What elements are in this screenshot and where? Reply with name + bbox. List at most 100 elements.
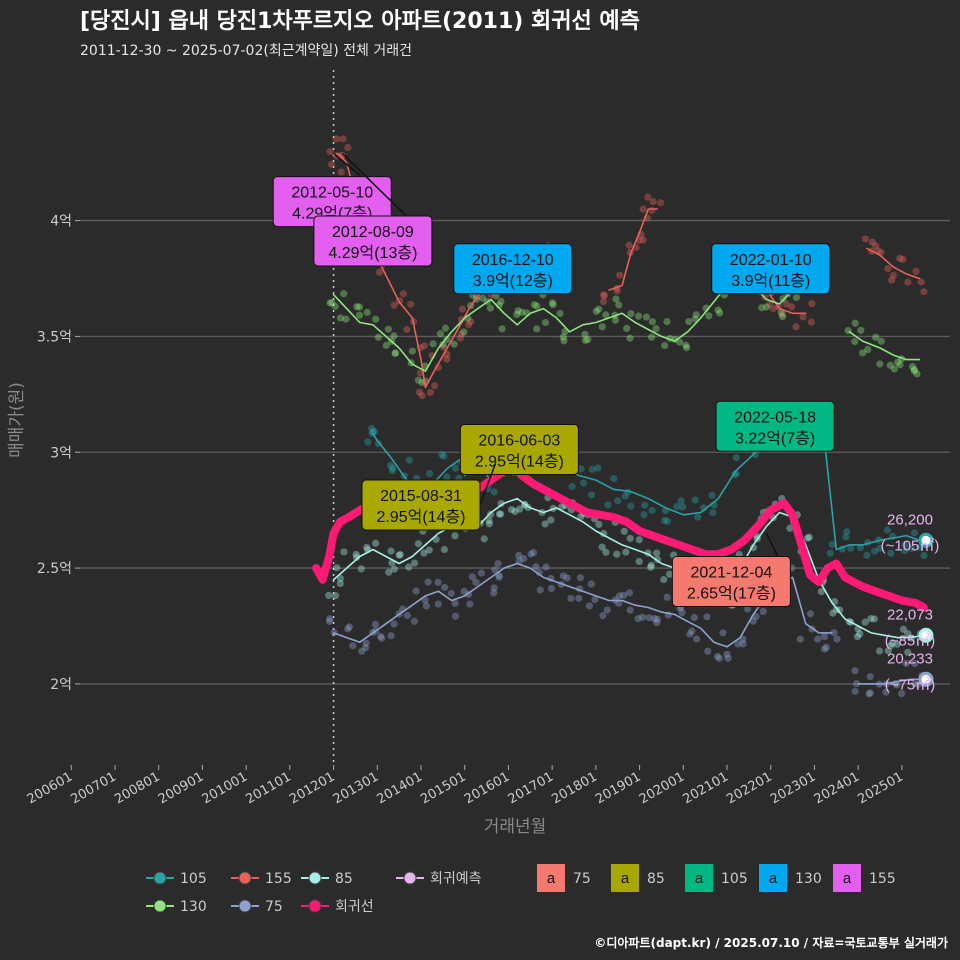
- scatter-point: [342, 315, 350, 323]
- scatter-point: [443, 473, 451, 481]
- legend-key-dot: [153, 899, 167, 913]
- chart-title: [당진시] 읍내 당진1차푸르지오 아파트(2011) 회귀선 예측: [80, 9, 640, 34]
- scatter-point: [875, 647, 884, 655]
- scatter-point: [518, 308, 526, 316]
- scatter-point: [479, 294, 487, 302]
- scatter-point: [613, 287, 621, 295]
- scatter-point: [385, 568, 393, 576]
- scatter-point: [814, 635, 822, 643]
- scatter-point: [560, 337, 568, 345]
- scatter-point: [533, 302, 541, 310]
- scatter-point: [857, 326, 865, 334]
- scatter-point: [485, 516, 493, 525]
- scatter-point: [648, 206, 656, 215]
- series-line-155: [608, 208, 658, 291]
- scatter-point: [653, 549, 661, 557]
- scatter-point: [355, 303, 364, 311]
- scatter-point: [910, 366, 918, 374]
- scatter-point: [883, 526, 892, 534]
- scatter-point: [485, 520, 493, 528]
- scatter-point: [331, 592, 340, 600]
- scatter-point: [896, 254, 904, 262]
- scatter-point: [325, 591, 333, 600]
- scatter-point: [611, 316, 620, 324]
- scatter-point: [467, 318, 475, 326]
- scatter-point: [369, 428, 377, 436]
- scatter-point: [704, 647, 712, 655]
- scatter-point: [635, 536, 643, 544]
- scatter-point: [634, 312, 643, 320]
- scatter-point: [665, 570, 674, 578]
- scatter-point: [595, 305, 603, 313]
- scatter-point: [836, 606, 844, 614]
- scatter-point: [547, 516, 555, 524]
- scatter-point: [621, 492, 629, 500]
- scatter-point: [362, 639, 370, 647]
- scatter-point: [622, 548, 630, 556]
- scatter-point: [588, 465, 596, 473]
- scatter-point: [556, 309, 564, 318]
- scatter-point: [902, 659, 910, 668]
- scatter-point: [676, 338, 684, 346]
- series-line-75: [332, 562, 833, 648]
- scatter-point: [325, 617, 334, 626]
- scatter-point: [652, 324, 660, 333]
- scatter-point: [434, 600, 442, 608]
- scatter-point: [752, 612, 760, 621]
- scatter-point: [371, 620, 380, 628]
- scatter-point: [464, 321, 473, 329]
- legend-box-key: [537, 864, 565, 892]
- scatter-point: [336, 579, 344, 588]
- scatter-point: [691, 496, 699, 504]
- scatter-point: [647, 561, 655, 569]
- scatter-point: [326, 299, 334, 307]
- scatter-point: [363, 543, 371, 552]
- scatter-point: [422, 602, 430, 610]
- scatter-point: [352, 550, 360, 558]
- scatter-point: [587, 491, 596, 499]
- annotation-value: 3.22억(7층): [735, 429, 815, 447]
- scatter-point: [529, 549, 537, 557]
- scatter-point: [907, 544, 916, 553]
- scatter-point: [719, 629, 727, 637]
- scatter-point: [660, 575, 668, 584]
- scatter-point: [436, 330, 444, 338]
- scatter-point: [563, 574, 571, 582]
- scatter-point: [405, 456, 413, 464]
- scatter-point: [374, 333, 382, 341]
- scatter-point: [327, 160, 336, 169]
- scatter-point: [830, 629, 838, 637]
- annotation-date: 2016-06-03: [478, 432, 560, 449]
- scatter-point: [660, 516, 669, 525]
- scatter-point: [739, 640, 747, 648]
- scatter-point: [353, 303, 361, 311]
- scatter-point: [602, 311, 610, 319]
- scatter-point: [372, 315, 380, 323]
- scatter-point: [541, 318, 550, 327]
- scatter-point: [690, 613, 698, 622]
- scatter-point: [456, 334, 464, 342]
- scatter-point: [625, 241, 633, 249]
- legend-box-glyph: a: [769, 870, 778, 887]
- scatter-point: [714, 306, 722, 314]
- scatter-point: [887, 549, 895, 557]
- scatter-point: [856, 544, 865, 552]
- scatter-point: [890, 365, 898, 373]
- end-label-area: (~75㎡): [885, 676, 935, 693]
- scatter-point: [796, 635, 804, 643]
- scatter-point: [328, 299, 336, 307]
- scatter-point: [807, 318, 815, 326]
- scatter-point: [486, 304, 495, 312]
- series-line-105: [372, 419, 921, 551]
- scatter-point: [390, 565, 398, 573]
- scatter-point: [779, 295, 787, 303]
- legend-key-dot: [308, 871, 322, 885]
- end-labels: 26,200 (~105㎡) 22,073 (~85㎡)20,233 (~75㎡): [881, 511, 940, 693]
- legend-box-label: 75: [573, 871, 591, 887]
- scatter-point: [623, 324, 631, 333]
- annotation-box: [715, 400, 835, 452]
- scatter-point: [414, 376, 422, 384]
- scatter-point: [887, 642, 895, 650]
- scatter-point: [782, 300, 790, 308]
